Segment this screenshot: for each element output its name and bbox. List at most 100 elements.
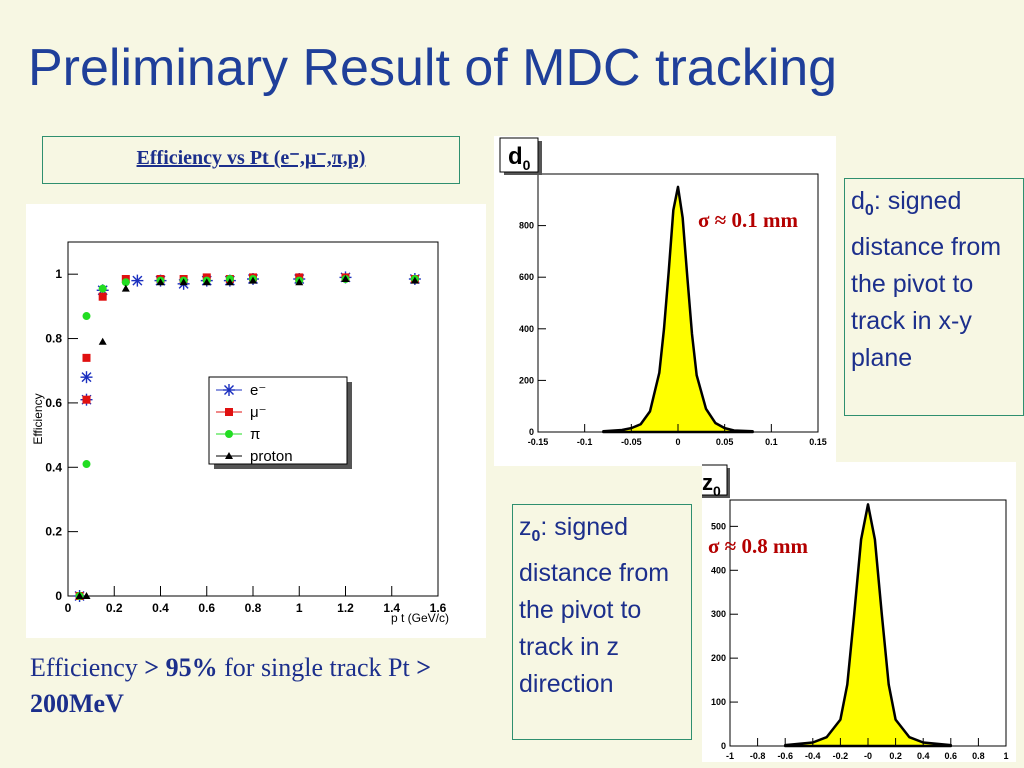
legend-marker <box>225 430 233 438</box>
y-tick-label: 600 <box>519 272 534 282</box>
x-tick-label: 0.1 <box>765 437 778 447</box>
x-tick-label: -0.15 <box>528 437 549 447</box>
data-point-circle <box>121 278 130 287</box>
y-tick-label: 200 <box>519 375 534 385</box>
y-tick-label: 500 <box>711 521 726 531</box>
x-tick-label: 0.6 <box>945 751 958 761</box>
z0-description: : signed distance from the pivot to trac… <box>519 513 670 698</box>
data-point-triangle <box>156 278 165 286</box>
z0-title-box: z0 <box>696 464 730 499</box>
x-tick-label: 1 <box>296 601 303 615</box>
y-tick-label: 0.2 <box>45 525 62 539</box>
legend-label: π <box>250 426 260 443</box>
data-point-triangle <box>75 592 84 599</box>
x-tick-label: 0 <box>65 601 72 615</box>
x-tick-label: -0.1 <box>577 437 593 447</box>
efficiency-legend: e⁻ μ⁻ π proton <box>208 376 352 469</box>
y-tick-label: 0.8 <box>45 332 62 346</box>
histogram-curve <box>602 185 754 434</box>
d0-symbol: d <box>851 187 865 215</box>
x-tick-label: 1.6 <box>430 601 447 615</box>
data-point-triangle <box>295 278 304 286</box>
y-axis-label: Efficiency <box>31 393 45 444</box>
summary-bold-2: > 200MeV <box>30 653 432 718</box>
x-tick-label: -0.4 <box>805 751 821 761</box>
x-tick-label: -0.2 <box>833 751 849 761</box>
z0-description-box: z0: signed distance from the pivot to tr… <box>512 504 692 740</box>
efficiency-chart-svg: 0 0.2 0.4 0.6 0.8 1 1.2 1.4 1.6 0 0.2 0.4 0.6 0.8 1 e⁻… <box>31 241 449 625</box>
x-tick-label: 0.4 <box>917 751 930 761</box>
x-tick-label: 0.15 <box>809 437 827 447</box>
data-point-circle <box>98 284 107 293</box>
x-tick-label: 1 <box>1003 751 1008 761</box>
data-point-triangle <box>82 592 91 599</box>
data-point-triangle <box>249 276 257 284</box>
y-tick-label: 0 <box>721 741 726 751</box>
x-tick-label: -0.05 <box>621 437 642 447</box>
legend-marker <box>223 384 235 396</box>
data-point-triangle <box>98 337 107 345</box>
subtitle-box: Efficiency vs Pt (e⁻,μ⁻,π,p) <box>42 136 460 184</box>
d0-subscript: 0 <box>864 202 874 219</box>
x-tick-label: 0.6 <box>198 601 215 615</box>
legend-marker <box>225 452 233 459</box>
x-tick-label: 0.05 <box>716 437 734 447</box>
data-point-triangle <box>179 278 188 286</box>
summary-bold-1: > 95% <box>144 653 218 682</box>
y-tick-label: 800 <box>519 221 534 231</box>
data-point-circle <box>82 460 91 469</box>
data-point-square <box>98 292 107 301</box>
data-point-star <box>80 371 93 384</box>
d0-chart-title: d0 <box>508 143 531 173</box>
d0-title-box: d0 <box>499 137 542 175</box>
data-point-triangle <box>225 278 234 286</box>
z0-symbol: z <box>519 513 532 541</box>
data-point-circle <box>82 312 91 321</box>
data-point-triangle <box>202 278 211 286</box>
d0-histogram-svg: d0 -0.15 -0.1 -0.05 0 0.05 0.1 0.15 0 200 400 600 8… <box>499 137 827 447</box>
x-tick-label: -0.6 <box>777 751 793 761</box>
legend-marker <box>225 408 233 416</box>
data-point-square <box>82 395 91 404</box>
x-tick-label: 0 <box>675 437 680 447</box>
y-tick-label: 0.4 <box>45 460 62 474</box>
data-point-triangle <box>341 275 350 283</box>
d0-sigma-annotation: σ ≈ 0.1 mm <box>698 208 798 232</box>
y-tick-label: 0 <box>55 589 62 603</box>
y-tick-label: 300 <box>711 609 726 619</box>
data-point-star <box>131 274 144 287</box>
y-tick-label: 100 <box>711 697 726 707</box>
x-tick-label: 0.2 <box>106 601 123 615</box>
z0-subscript: 0 <box>531 528 541 545</box>
summary-part-2: for single track Pt <box>217 653 417 682</box>
x-tick-label: -1 <box>726 751 734 761</box>
x-tick-label: 1.2 <box>337 601 354 615</box>
z0-sigma-annotation: σ ≈ 0.8 mm <box>708 534 808 558</box>
y-tick-label: 400 <box>711 565 726 575</box>
d0-description: : signed distance from the pivot to trac… <box>851 187 1002 372</box>
summary-text: Efficiency > 95% for single track Pt > 2… <box>30 650 450 722</box>
efficiency-chart: 0 0.2 0.4 0.6 0.8 1 1.2 1.4 1.6 0 0.2 0.4 0.6 0.8 1 e⁻… <box>26 204 486 638</box>
legend-label: proton <box>250 448 293 465</box>
d0-description-box: d0: signed distance from the pivot to tr… <box>844 178 1024 416</box>
x-axis-label: p t (GeV/c) <box>391 611 449 625</box>
y-tick-label: 400 <box>519 324 534 334</box>
y-tick-label: 0.6 <box>45 396 62 410</box>
x-tick-label: 0.4 <box>152 601 169 615</box>
z0-histogram-svg: z0 -1 -0.8 -0.6 -0.4 -0.2 -0 0.2 0.4 0.6 0.8 1 0 100… <box>696 464 1009 761</box>
x-tick-label: 0.2 <box>889 751 902 761</box>
legend-label: μ⁻ <box>250 404 267 421</box>
slide-title: Preliminary Result of MDC tracking <box>28 39 838 97</box>
x-tick-label: -0 <box>864 751 872 761</box>
x-tick-label: 0.8 <box>972 751 985 761</box>
histogram-curve <box>783 503 953 748</box>
x-tick-label: 1.4 <box>383 601 400 615</box>
z0-histogram: z0 -1 -0.8 -0.6 -0.4 -0.2 -0 0.2 0.4 0.6 0.8 1 0 100… <box>696 462 1016 762</box>
x-tick-label: -0.8 <box>750 751 766 761</box>
data-point-triangle <box>121 284 130 292</box>
legend-label: e⁻ <box>250 382 266 399</box>
d0-histogram: d0 -0.15 -0.1 -0.05 0 0.05 0.1 0.15 0 200 400 600 8… <box>494 136 836 466</box>
x-tick-label: 0.8 <box>245 601 262 615</box>
data-point-triangle <box>410 276 419 284</box>
y-tick-label: 200 <box>711 653 726 663</box>
